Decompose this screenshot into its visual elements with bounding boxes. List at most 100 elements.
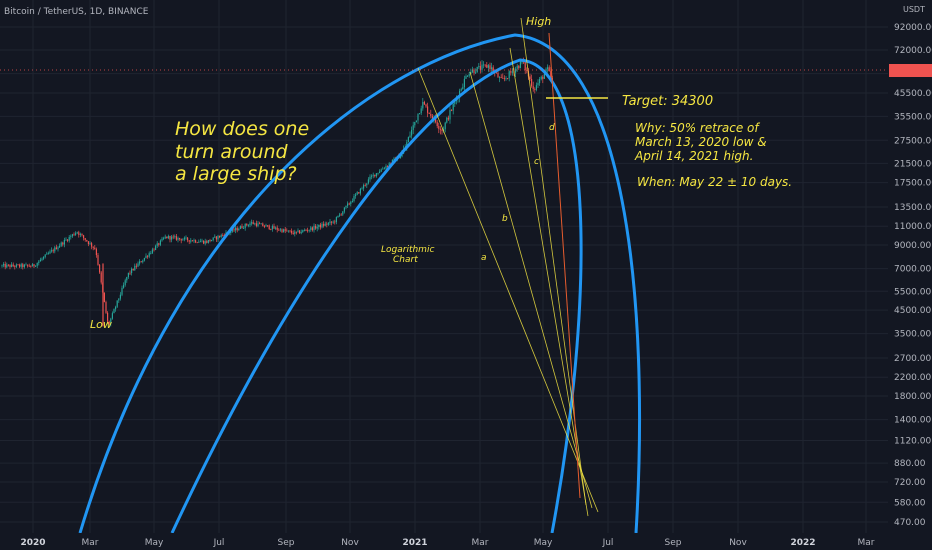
candle-body: [116, 300, 118, 307]
candle-body: [526, 69, 528, 71]
log-chart-label: Chart: [393, 255, 418, 265]
candle-body: [33, 264, 35, 267]
candle-body: [38, 261, 40, 264]
candle-body: [436, 122, 438, 126]
candle-body: [14, 266, 16, 267]
candle-body: [313, 225, 315, 231]
candle-body: [407, 137, 409, 143]
candle-body: [163, 238, 165, 240]
candle-body: [524, 61, 526, 70]
candle-body: [350, 201, 352, 205]
candle-body: [196, 242, 198, 244]
candle-body: [343, 207, 345, 212]
candle-body: [511, 71, 513, 73]
candle-body: [278, 229, 280, 231]
candle-body: [294, 231, 296, 235]
candle-body: [550, 71, 552, 78]
candle-body: [355, 194, 357, 197]
candle-body: [431, 116, 433, 119]
candle-body: [159, 240, 161, 245]
y-tick-label: 17500.00: [894, 179, 932, 189]
candle-body: [334, 221, 336, 223]
candle-body: [281, 229, 283, 233]
candle-body: [375, 173, 377, 177]
candle-body: [262, 223, 264, 227]
candle-body: [36, 263, 38, 266]
candle-body: [310, 227, 312, 230]
candle-body: [548, 67, 550, 72]
x-tick-label: 2020: [20, 538, 45, 548]
question-line: turn around: [175, 141, 289, 163]
y-tick-label: 1120.00: [894, 437, 931, 447]
candle-body: [167, 236, 169, 239]
candle-body: [547, 67, 549, 69]
candle-body: [220, 235, 222, 238]
candle-body: [259, 223, 261, 225]
candle-body: [217, 235, 219, 240]
candle-body: [275, 227, 277, 229]
candle-body: [25, 264, 27, 266]
candle-body: [177, 237, 179, 240]
y-tick-label: 13500.00: [894, 203, 932, 213]
candle-body: [147, 255, 149, 257]
candle-body: [500, 77, 502, 78]
candle-body: [399, 156, 401, 159]
candle-body: [209, 239, 211, 242]
candle-body: [31, 264, 33, 267]
candle-body: [297, 230, 299, 232]
candle-body: [473, 69, 475, 73]
candle-body: [489, 65, 491, 70]
candle-body: [7, 264, 9, 266]
candle-body: [366, 183, 368, 186]
candle-body: [9, 264, 11, 268]
x-tick-label: Mar: [472, 538, 489, 548]
candle-body: [60, 242, 62, 246]
fan-line: [509, 47, 589, 517]
candle-body: [318, 224, 320, 227]
candle-body: [439, 128, 441, 130]
candle-body: [180, 238, 182, 241]
candle-body: [206, 241, 208, 243]
candle-body: [323, 223, 325, 226]
candle-body: [267, 225, 269, 227]
candle-body: [372, 174, 374, 176]
fan-line: [417, 67, 599, 513]
candle-body: [508, 71, 510, 79]
candle-body: [63, 239, 65, 245]
candle-body: [233, 229, 235, 231]
candle-body: [207, 239, 209, 243]
candle-body: [374, 174, 376, 177]
candle-body: [516, 65, 518, 69]
x-tick-label: 2021: [402, 538, 427, 548]
candle-body: [475, 72, 477, 74]
candle-body: [215, 236, 217, 240]
log-chart-label: Logarithmic: [381, 245, 434, 255]
candle-body: [371, 175, 373, 177]
candle-body: [15, 264, 17, 267]
candle-body: [356, 192, 358, 195]
candle-body: [303, 230, 305, 231]
y-tick-label: 1800.00: [894, 392, 931, 402]
candle-body: [307, 230, 309, 232]
y-tick-label: 580.00: [894, 498, 926, 508]
x-tick-label: Jul: [213, 538, 225, 548]
candle-body: [156, 243, 158, 246]
candle-body: [305, 230, 307, 231]
candle-body: [409, 135, 411, 138]
candle-body: [414, 122, 416, 126]
candle-body: [235, 227, 237, 231]
candle-body: [361, 188, 363, 190]
candle-body: [55, 247, 57, 250]
candle-body: [519, 61, 521, 69]
candle-body: [255, 223, 257, 226]
candle-body: [382, 168, 384, 170]
candle-body: [276, 227, 278, 230]
candle-body: [103, 292, 105, 302]
candle-body: [236, 227, 238, 231]
x-tick-label: Nov: [729, 538, 747, 548]
candle-body: [238, 228, 240, 231]
fan-lines: [417, 17, 599, 517]
